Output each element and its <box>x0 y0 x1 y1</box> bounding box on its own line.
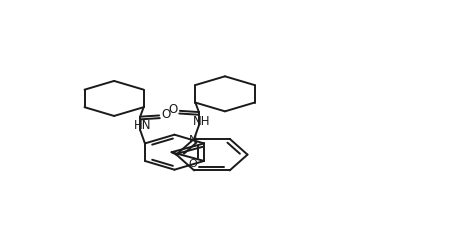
Text: O: O <box>161 108 170 121</box>
Text: HN: HN <box>133 119 151 132</box>
Text: O: O <box>168 103 177 116</box>
Text: NH: NH <box>192 115 209 128</box>
Text: N: N <box>188 135 197 145</box>
Text: O: O <box>188 159 197 169</box>
